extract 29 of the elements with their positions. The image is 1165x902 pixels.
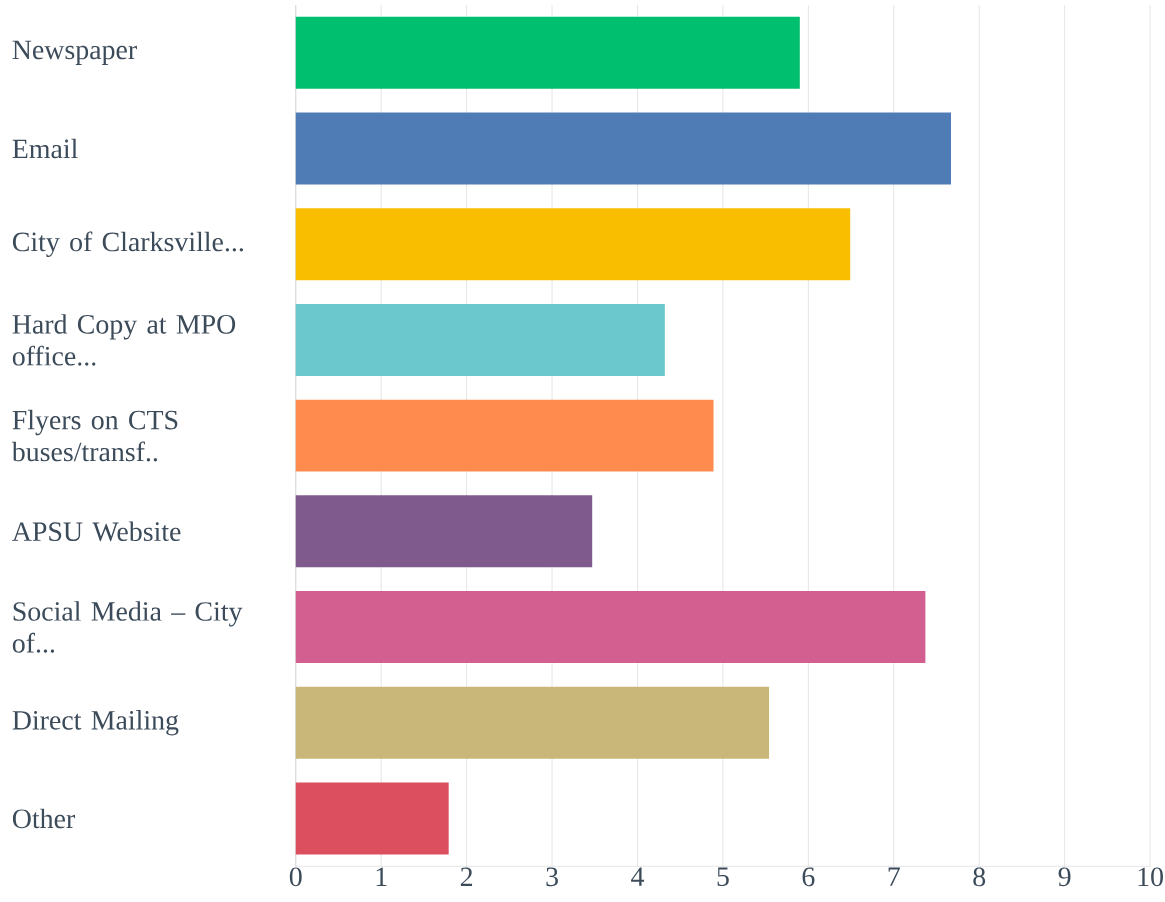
y-tick-label: Other [12, 808, 76, 829]
bar [295, 399, 714, 472]
bar [295, 303, 665, 376]
bar [295, 16, 800, 89]
bar [295, 782, 449, 855]
bar [295, 495, 593, 568]
y-tick-label: Social Media – City of... [12, 601, 243, 653]
x-tick-label: 1 [376, 867, 387, 886]
x-tick-label: 4 [631, 867, 645, 886]
y-tick-label: Hard Copy at MPO office... [12, 314, 236, 366]
x-tick-label: 9 [1058, 867, 1071, 887]
x-tick-label: 2 [460, 867, 473, 886]
x-tick-label: 3 [546, 867, 558, 887]
bar [295, 208, 851, 281]
x-tick-label: 7 [888, 867, 900, 886]
y-tick-label: Email [12, 138, 78, 159]
x-tick-label: 5 [717, 867, 729, 886]
x-tick-label: 6 [802, 867, 815, 887]
x-tick-label: 8 [973, 867, 986, 887]
y-tick-label: City of Clarksville... [12, 231, 243, 257]
y-tick-label: Newspaper [12, 40, 137, 65]
x-tick-label: 10 [1138, 867, 1163, 887]
x-tick-label: 0 [289, 867, 302, 887]
y-tick-label: Direct Mailing [12, 709, 179, 736]
bar [295, 590, 926, 663]
bar [295, 112, 952, 185]
bar [295, 686, 770, 759]
y-tick-label: Flyers on CTS buses/transf.. [11, 409, 178, 462]
y-tick-label: APSU Website [12, 521, 181, 542]
